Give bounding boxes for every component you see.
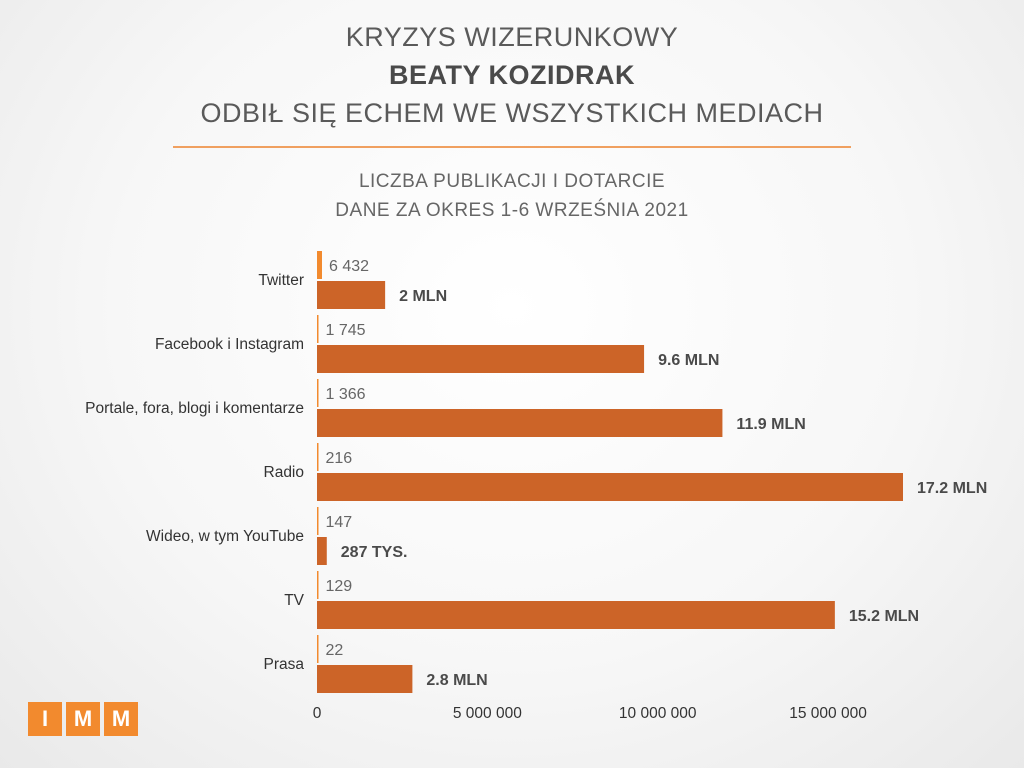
reach-bar xyxy=(317,601,835,629)
category-label: Facebook i Instagram xyxy=(155,336,304,353)
publications-bar xyxy=(317,635,319,663)
chart-subtitle: LICZBA PUBLIKACJI I DOTARCIE DANE ZA OKR… xyxy=(0,167,1024,225)
category-label: Wideo, w tym YouTube xyxy=(146,528,304,545)
publications-label: 6 432 xyxy=(329,258,369,275)
reach-label: 9.6 MLN xyxy=(658,352,719,369)
chart-title: KRYZYS WIZERUNKOWY BEATY KOZIDRAK ODBIŁ … xyxy=(0,18,1024,132)
subtitle-line-2: DANE ZA OKRES 1-6 WRZEŚNIA 2021 xyxy=(335,200,689,221)
category-label: Twitter xyxy=(258,272,304,289)
x-tick-label: 10 000 000 xyxy=(619,705,697,722)
x-tick-label: 15 000 000 xyxy=(789,705,867,722)
publications-bar xyxy=(317,379,319,407)
publications-label: 1 366 xyxy=(326,386,366,403)
x-tick-label: 0 xyxy=(313,705,322,722)
publications-label: 216 xyxy=(326,450,353,467)
publications-bar xyxy=(317,443,319,471)
reach-bar xyxy=(317,281,386,309)
title-line-3: ODBIŁ SIĘ ECHEM WE WSZYSTKICH MEDIACH xyxy=(200,98,824,128)
publications-bar xyxy=(317,251,322,279)
reach-label: 15.2 MLN xyxy=(849,608,919,625)
logo-letter: M xyxy=(66,702,100,736)
reach-label: 11.9 MLN xyxy=(736,416,805,433)
reach-label: 2.8 MLN xyxy=(426,672,487,689)
logo-letter: I xyxy=(28,702,62,736)
publications-bar xyxy=(317,571,319,599)
reach-label: 2 MLN xyxy=(399,288,447,305)
x-tick-label: 5 000 000 xyxy=(453,705,522,722)
category-label: Prasa xyxy=(264,656,305,673)
logo-letter: M xyxy=(104,702,138,736)
category-label: Radio xyxy=(264,464,305,481)
title-divider xyxy=(173,146,851,148)
reach-bar xyxy=(317,409,723,437)
title-line-2: BEATY KOZIDRAK xyxy=(388,60,635,90)
reach-bar xyxy=(317,473,903,501)
reach-label: 17.2 MLN xyxy=(917,480,987,497)
publications-label: 22 xyxy=(326,642,344,659)
reach-label: 287 TYS. xyxy=(341,544,408,561)
category-label: TV xyxy=(284,592,304,609)
imm-logo: I M M xyxy=(28,702,138,736)
reach-bar xyxy=(317,345,645,373)
publications-label: 1 745 xyxy=(326,322,366,339)
publications-label: 147 xyxy=(326,514,353,531)
publications-bar xyxy=(317,507,319,535)
reach-bar xyxy=(317,665,413,693)
publications-label: 129 xyxy=(326,578,353,595)
publications-bar xyxy=(317,315,319,343)
category-label: Portale, fora, blogi i komentarze xyxy=(85,400,304,417)
subtitle-line-1: LICZBA PUBLIKACJI I DOTARCIE xyxy=(358,171,666,192)
title-line-1: KRYZYS WIZERUNKOWY xyxy=(345,22,679,52)
reach-bar xyxy=(317,537,327,565)
